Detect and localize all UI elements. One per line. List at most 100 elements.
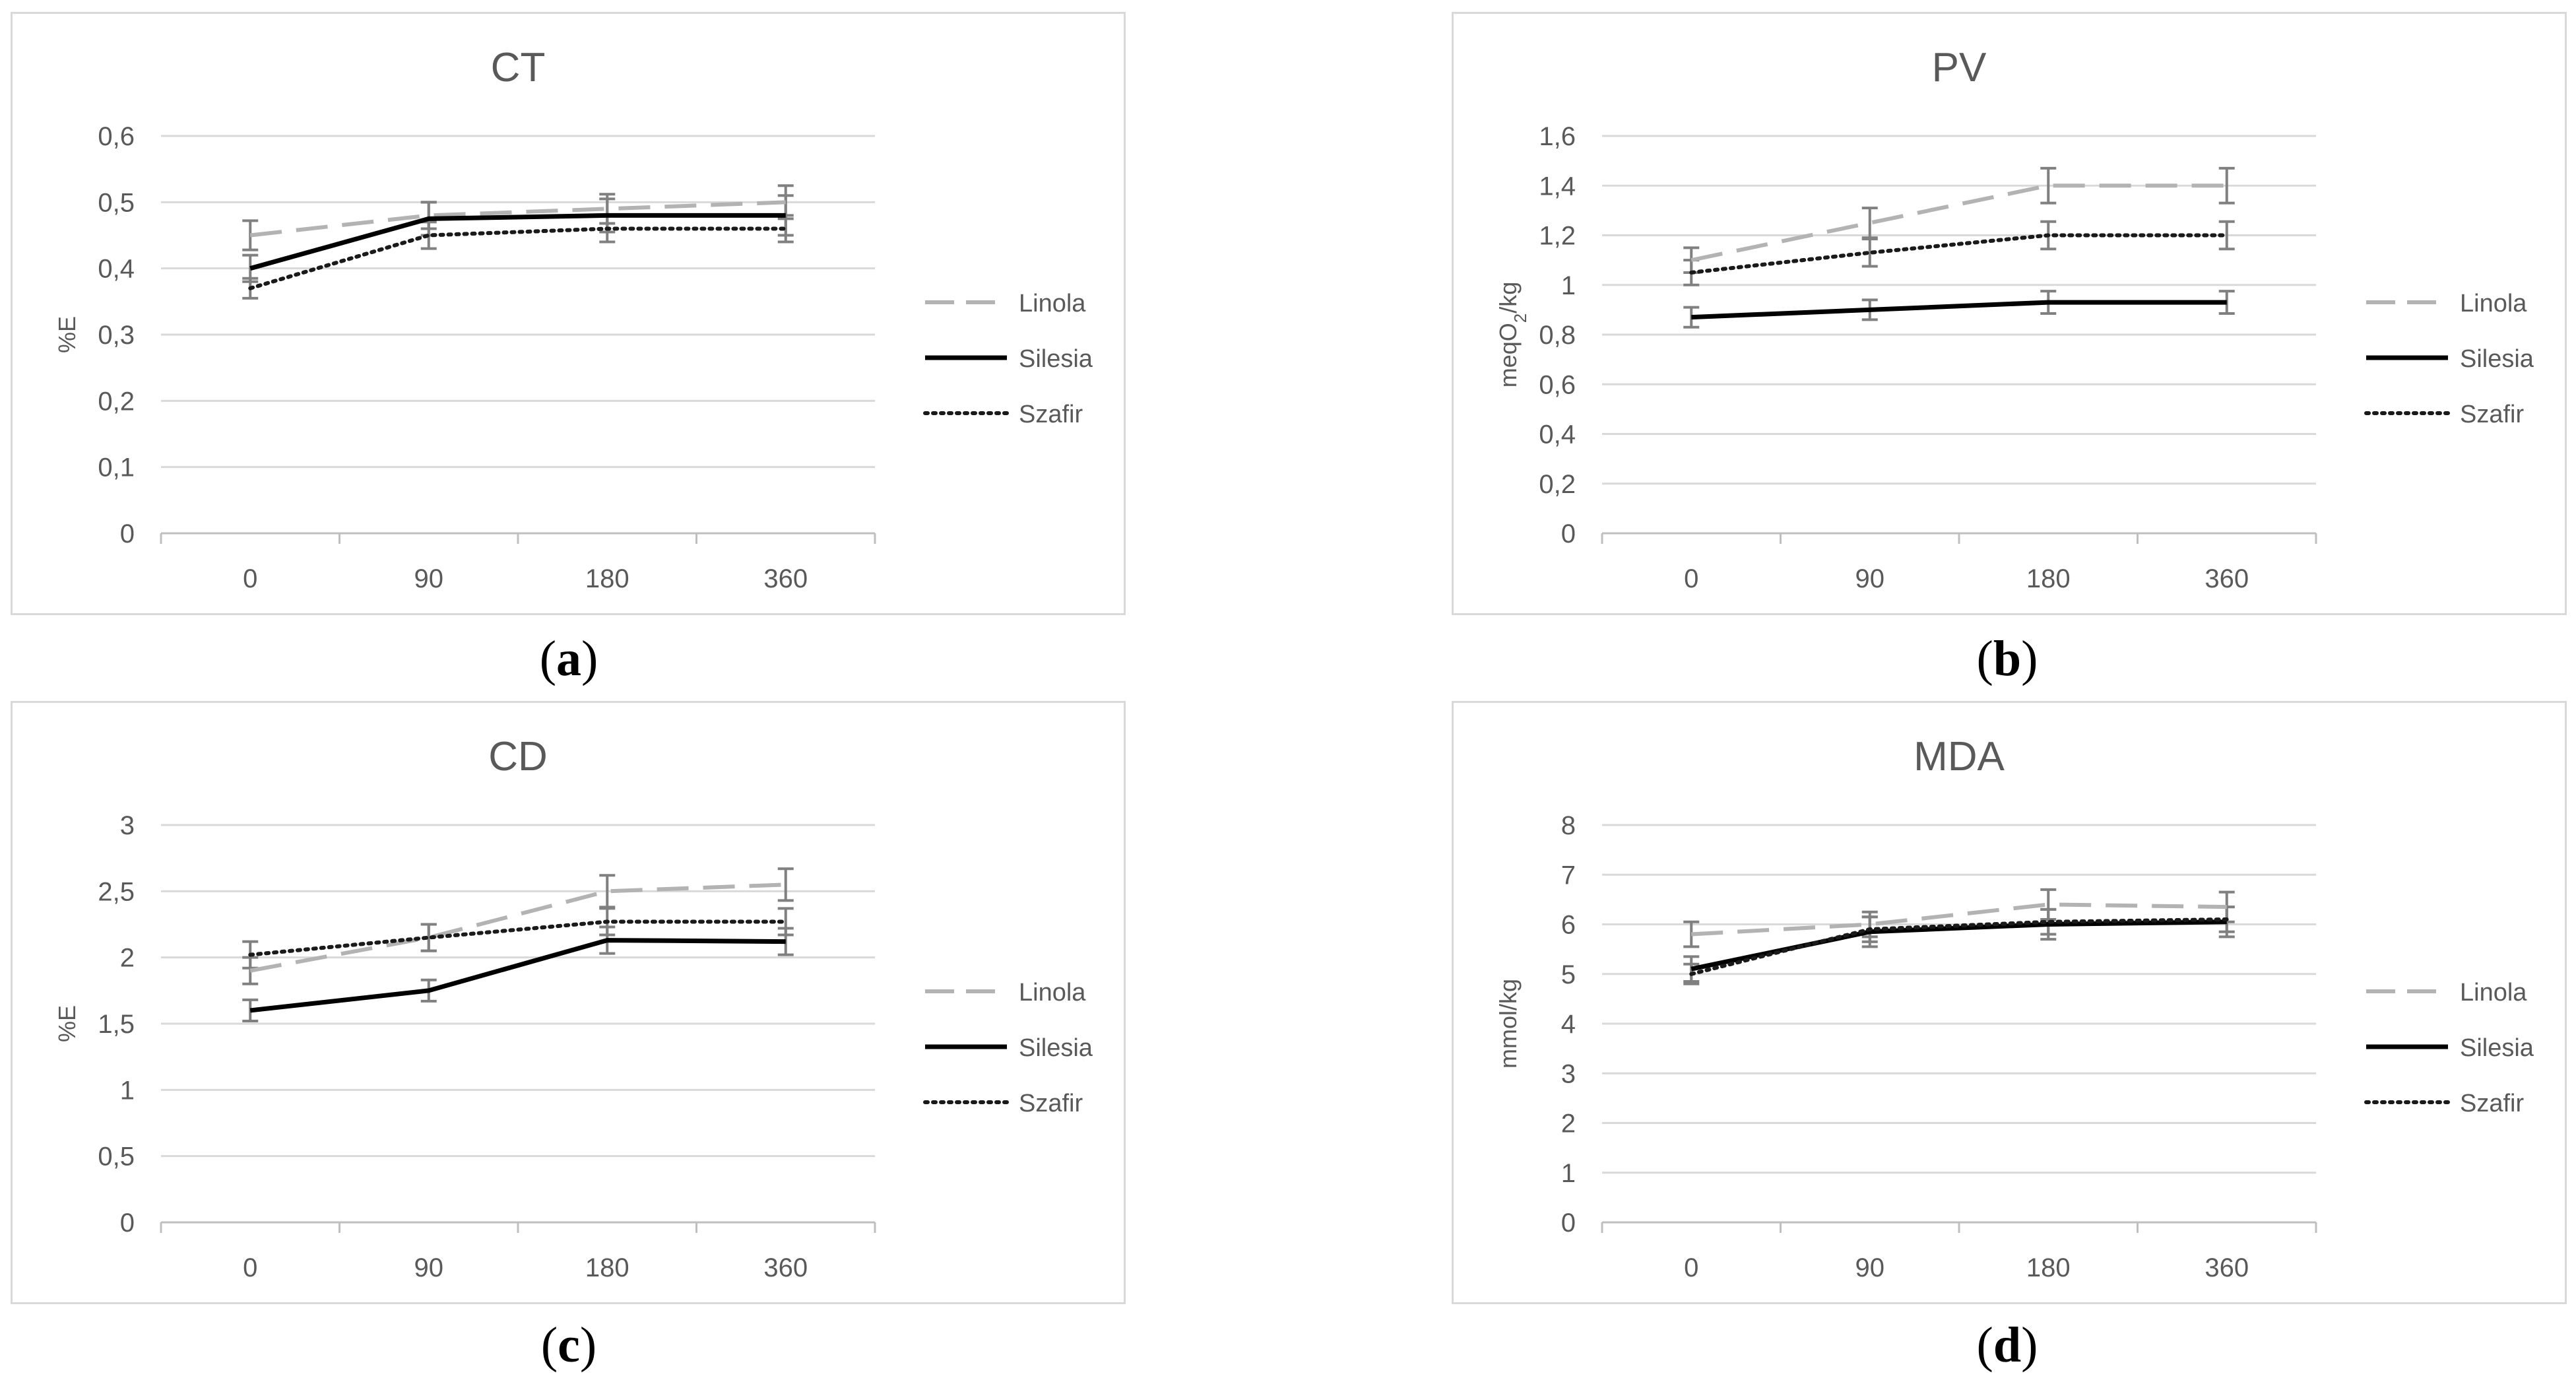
y-tick-label: 0,2	[1539, 470, 1576, 499]
y-tick-label: 8	[1561, 811, 1576, 840]
legend-entry-silesia: Silesia	[2366, 345, 2534, 373]
chart-title: CT	[491, 45, 546, 90]
x-tick-label: 360	[2205, 1253, 2249, 1282]
y-tick-label: 3	[1561, 1059, 1576, 1088]
y-tick-label: 0,6	[98, 122, 135, 151]
y-axis-label: mmol/kg	[1495, 979, 1522, 1069]
x-tick-label: 180	[585, 1253, 629, 1282]
y-axis-label: meqO2/kg	[1495, 282, 1530, 388]
legend-label: Linola	[1019, 979, 1086, 1007]
caption-d: (d)	[1976, 1317, 2038, 1373]
y-tick-label: 2	[120, 944, 135, 973]
y-axis-label: %E	[53, 1005, 80, 1042]
legend-label: Silesia	[2460, 345, 2534, 373]
caption-a-letter: a	[556, 631, 581, 686]
legend-entry-linola: Linola	[2366, 290, 2527, 317]
series-line-silesia	[249, 213, 786, 271]
y-tick-label: 1	[1561, 1159, 1576, 1188]
error-bar-linola	[2040, 166, 2057, 205]
series-line-silesia	[249, 938, 786, 1013]
legend-entry-silesia: Silesia	[925, 345, 1093, 373]
y-tick-label: 1,5	[98, 1010, 135, 1039]
caption-c-letter: c	[558, 1317, 580, 1373]
chart-svg-c: CD 0 0,5 1 1,5 2 2,5 3 0 90 180 360 %E Linola Silesia S…	[11, 701, 1126, 1304]
error-bar-szafir	[2218, 220, 2235, 251]
x-tick-label: 360	[2205, 564, 2249, 593]
y-tick-label: 0,8	[1539, 321, 1576, 350]
x-tick-label: 0	[243, 564, 257, 593]
y-tick-label: 6	[1561, 911, 1576, 940]
legend-label: Szafir	[2460, 401, 2524, 428]
y-tick-label: 0	[120, 519, 135, 548]
y-tick-label: 2	[1561, 1109, 1576, 1139]
series-line-szafir	[248, 226, 788, 290]
y-tick-label: 7	[1561, 861, 1576, 890]
legend-label: Linola	[2460, 979, 2527, 1007]
legend-label: Szafir	[1019, 1090, 1083, 1117]
x-tick-label: 0	[1684, 564, 1698, 593]
legend-label: Linola	[1019, 290, 1086, 317]
y-tick-label: 2,5	[98, 877, 135, 906]
chart-frame	[1452, 12, 2567, 615]
x-tick-label: 90	[1855, 1253, 1885, 1282]
caption-d-letter: d	[1993, 1317, 2022, 1373]
chart-svg-d: MDA 0 1 2 3 4 5 6 7 8 0 90 180 360 mmol/kg Linola Silesi…	[1452, 701, 2567, 1304]
caption-c: (c)	[540, 1317, 597, 1373]
x-tick-label: 180	[2026, 1253, 2071, 1282]
legend-label: Szafir	[1019, 401, 1083, 428]
error-bar-szafir	[777, 907, 794, 937]
x-tick-label: 90	[414, 564, 444, 593]
y-tick-label: 0	[1561, 1208, 1576, 1238]
y-tick-label: 0	[1561, 519, 1576, 548]
caption-b-letter: b	[1993, 631, 2022, 686]
x-tick-label: 90	[414, 1253, 444, 1282]
legend-entry-linola: Linola	[925, 979, 1086, 1007]
y-tick-label: 1,4	[1539, 172, 1576, 201]
legend-entry-szafir: Szafir	[923, 401, 1083, 428]
chart-frame	[1452, 701, 2567, 1304]
series-line-silesia	[1691, 300, 2227, 320]
series-line-szafir	[1689, 233, 2229, 275]
legend-entry-szafir: Szafir	[2364, 401, 2524, 428]
x-tick-label: 180	[585, 564, 629, 593]
legend-label: Linola	[2460, 290, 2527, 317]
error-bar-szafir	[1861, 238, 1878, 268]
legend-entry-linola: Linola	[925, 290, 1086, 317]
y-tick-label: 0,5	[98, 188, 135, 217]
x-tick-label: 0	[1684, 1253, 1698, 1282]
error-bar-szafir	[420, 923, 437, 952]
y-tick-label: 0,4	[98, 255, 135, 284]
chart-title: CD	[488, 734, 548, 779]
error-bar-linola	[777, 867, 794, 902]
y-tick-label: 1,6	[1539, 122, 1576, 151]
caption-a: (a)	[539, 631, 598, 686]
x-tick-label: 360	[763, 564, 808, 593]
chart-svg-a: CT 0 0,1 0,2 0,3 0,4 0,5 0,6 0 90 180 360 %E Linola Si…	[11, 12, 1126, 615]
legend-label: Silesia	[2460, 1034, 2534, 1062]
legend-entry-szafir: Szafir	[923, 1090, 1083, 1117]
legend-entry-linola: Linola	[2366, 979, 2527, 1007]
chart-title: MDA	[1914, 734, 2005, 779]
y-tick-label: 1	[1561, 271, 1576, 300]
error-bar-silesia	[242, 998, 259, 1022]
y-tick-label: 0,4	[1539, 420, 1576, 449]
y-tick-label: 5	[1561, 960, 1576, 989]
legend-entry-silesia: Silesia	[2366, 1034, 2534, 1062]
y-tick-label: 3	[120, 811, 135, 840]
error-bar-linola	[2218, 166, 2235, 205]
error-bar-linola	[1683, 920, 1700, 948]
y-tick-label: 1,2	[1539, 222, 1576, 251]
y-tick-label: 0,6	[1539, 370, 1576, 399]
y-tick-label: 1	[120, 1076, 135, 1105]
legend-entry-silesia: Silesia	[925, 1034, 1093, 1062]
series-line-silesia	[1690, 919, 2227, 972]
y-tick-label: 0,5	[98, 1142, 135, 1172]
error-bar-linola	[599, 874, 616, 909]
legend-label: Silesia	[1019, 345, 1093, 373]
x-tick-label: 90	[1855, 564, 1885, 593]
chart-frame	[11, 701, 1126, 1304]
chart-frame	[11, 12, 1126, 615]
y-tick-label: 0,1	[98, 453, 135, 482]
y-tick-label: 0	[120, 1208, 135, 1238]
y-tick-label: 0,3	[98, 321, 135, 350]
